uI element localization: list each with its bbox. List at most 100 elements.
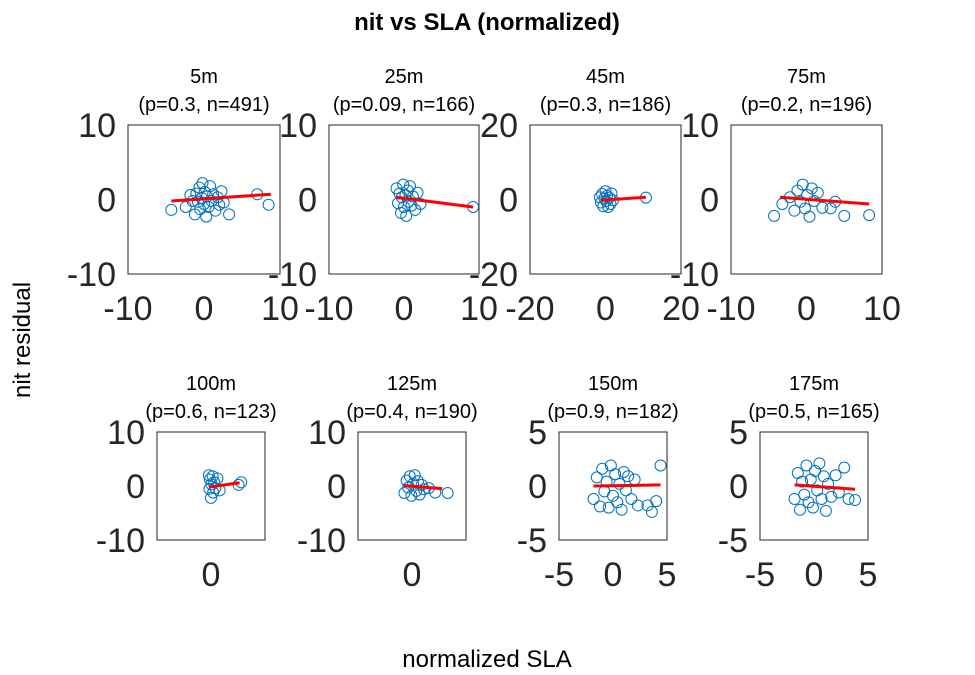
data-point <box>223 208 236 221</box>
x-tick-label: -20 <box>505 290 554 328</box>
y-tick-label: 20 <box>480 107 518 145</box>
data-point <box>587 492 600 505</box>
data-point <box>815 492 828 505</box>
x-tick-label: 0 <box>604 556 623 594</box>
fit-line <box>593 483 661 488</box>
figure-title: nit vs SLA (normalized) <box>354 9 620 36</box>
subplot-title: 5m <box>190 66 218 88</box>
data-point <box>405 489 418 502</box>
data-point <box>400 209 413 222</box>
x-tick-label: 0 <box>805 556 824 594</box>
data-point <box>617 465 630 478</box>
data-point <box>805 182 818 195</box>
y-tick-label: -20 <box>469 256 518 294</box>
data-point <box>205 491 217 504</box>
data-point <box>417 483 430 496</box>
data-point <box>615 503 628 516</box>
subplot-stats: (p=0.9, n=182) <box>547 401 678 423</box>
data-point <box>863 209 876 222</box>
subplot-grid: 5m(p=0.3, n=491)100-10-10 0 1025m(p=0.09, … <box>67 66 901 594</box>
x-tick-label: 10 <box>863 290 901 328</box>
data-point <box>191 195 204 208</box>
data-point <box>165 203 178 216</box>
subplot-45m: 45m (p=0.3, n=186) 20 0 -20-20 0 20 <box>469 66 700 328</box>
subplot-175m: 175m(p=0.5, n=165)50-5-5 0 5 <box>718 373 880 594</box>
data-point <box>594 500 607 513</box>
data-point <box>602 501 615 514</box>
subplot-125m: 125m (p=0.4, n=190)10 0 -10 0 <box>297 373 478 594</box>
y-tick-label: 10 <box>279 107 317 145</box>
data-point <box>824 202 837 215</box>
x-tick-label: -10 <box>706 290 755 328</box>
data-point <box>650 495 663 508</box>
data-layer <box>587 459 667 518</box>
data-layer <box>398 469 454 502</box>
data-point <box>768 209 781 222</box>
x-tick-label: 0 <box>596 290 615 328</box>
subplot-title: 25m <box>385 66 424 88</box>
y-tick-label: -10 <box>96 522 145 560</box>
data-point <box>838 209 851 222</box>
data-point <box>811 186 824 199</box>
data-point <box>803 210 816 223</box>
x-tick-label: 10 <box>261 290 299 328</box>
subplot-stats: (p=0.2, n=196) <box>741 94 872 116</box>
y-tick-label: -10 <box>268 256 317 294</box>
subplot-5m: 5m (p=0.3, n=491) 10 0 -10-10 0 10 <box>67 66 299 328</box>
y-tick-label: 10 <box>681 107 719 145</box>
data-layer <box>202 469 248 504</box>
data-point <box>806 501 819 514</box>
y-tick-label: 0 <box>126 468 145 506</box>
data-point <box>407 190 419 203</box>
data-point <box>817 470 830 483</box>
y-tick-label: 5 <box>729 414 748 452</box>
y-tick-label: 10 <box>107 414 145 452</box>
data-point <box>204 180 217 193</box>
x-tick-label: 5 <box>658 556 677 594</box>
data-point <box>798 488 811 501</box>
subplot-150m: 150m(p=0.9, n=182)50-5-5 0 5 <box>517 373 679 594</box>
subplot-75m: 75m (p=0.2, n=196) 10 0 -10-10 0 10 <box>670 66 901 328</box>
x-tick-label: -10 <box>103 290 152 328</box>
data-point <box>596 462 609 475</box>
y-tick-label: -10 <box>67 256 116 294</box>
data-point <box>816 201 829 214</box>
subplot-title: 45m <box>586 66 625 88</box>
data-point <box>813 457 826 470</box>
y-tick-label: 0 <box>729 468 748 506</box>
y-tick-label: 0 <box>97 182 116 220</box>
y-tick-label: 0 <box>327 468 346 506</box>
x-tick-label: 0 <box>195 290 214 328</box>
data-point <box>849 494 862 507</box>
subplot-stats: (p=0.09, n=166) <box>333 94 475 116</box>
data-point <box>211 472 224 485</box>
data-point <box>414 197 427 210</box>
data-point <box>788 492 801 505</box>
y-tick-label: -5 <box>718 522 748 560</box>
y-tick-label: -10 <box>297 522 346 560</box>
x-tick-label: 0 <box>202 556 221 594</box>
data-point <box>209 204 222 217</box>
y-tick-label: 0 <box>298 182 317 220</box>
data-layer <box>788 457 862 517</box>
y-tick-label: 10 <box>308 414 346 452</box>
data-point <box>796 475 809 488</box>
data-point <box>607 489 619 502</box>
data-layer <box>390 178 479 222</box>
data-point <box>611 496 624 509</box>
subplot-title: 175m <box>789 373 839 395</box>
y-axis-label: nit residual <box>9 282 36 398</box>
data-point <box>829 469 842 482</box>
y-tick-label: 0 <box>499 182 518 220</box>
x-tick-label: 5 <box>859 556 878 594</box>
data-point <box>794 195 807 208</box>
x-tick-label: 0 <box>797 290 816 328</box>
data-point <box>819 504 832 517</box>
subplot-25m: 25m (p=0.09, n=166) 10 0 -10-10 0 10 <box>268 66 498 328</box>
data-point <box>793 503 806 516</box>
y-tick-label: -10 <box>670 256 719 294</box>
data-point <box>842 492 855 505</box>
x-tick-label: 0 <box>403 556 422 594</box>
y-tick-label: 0 <box>700 182 719 220</box>
